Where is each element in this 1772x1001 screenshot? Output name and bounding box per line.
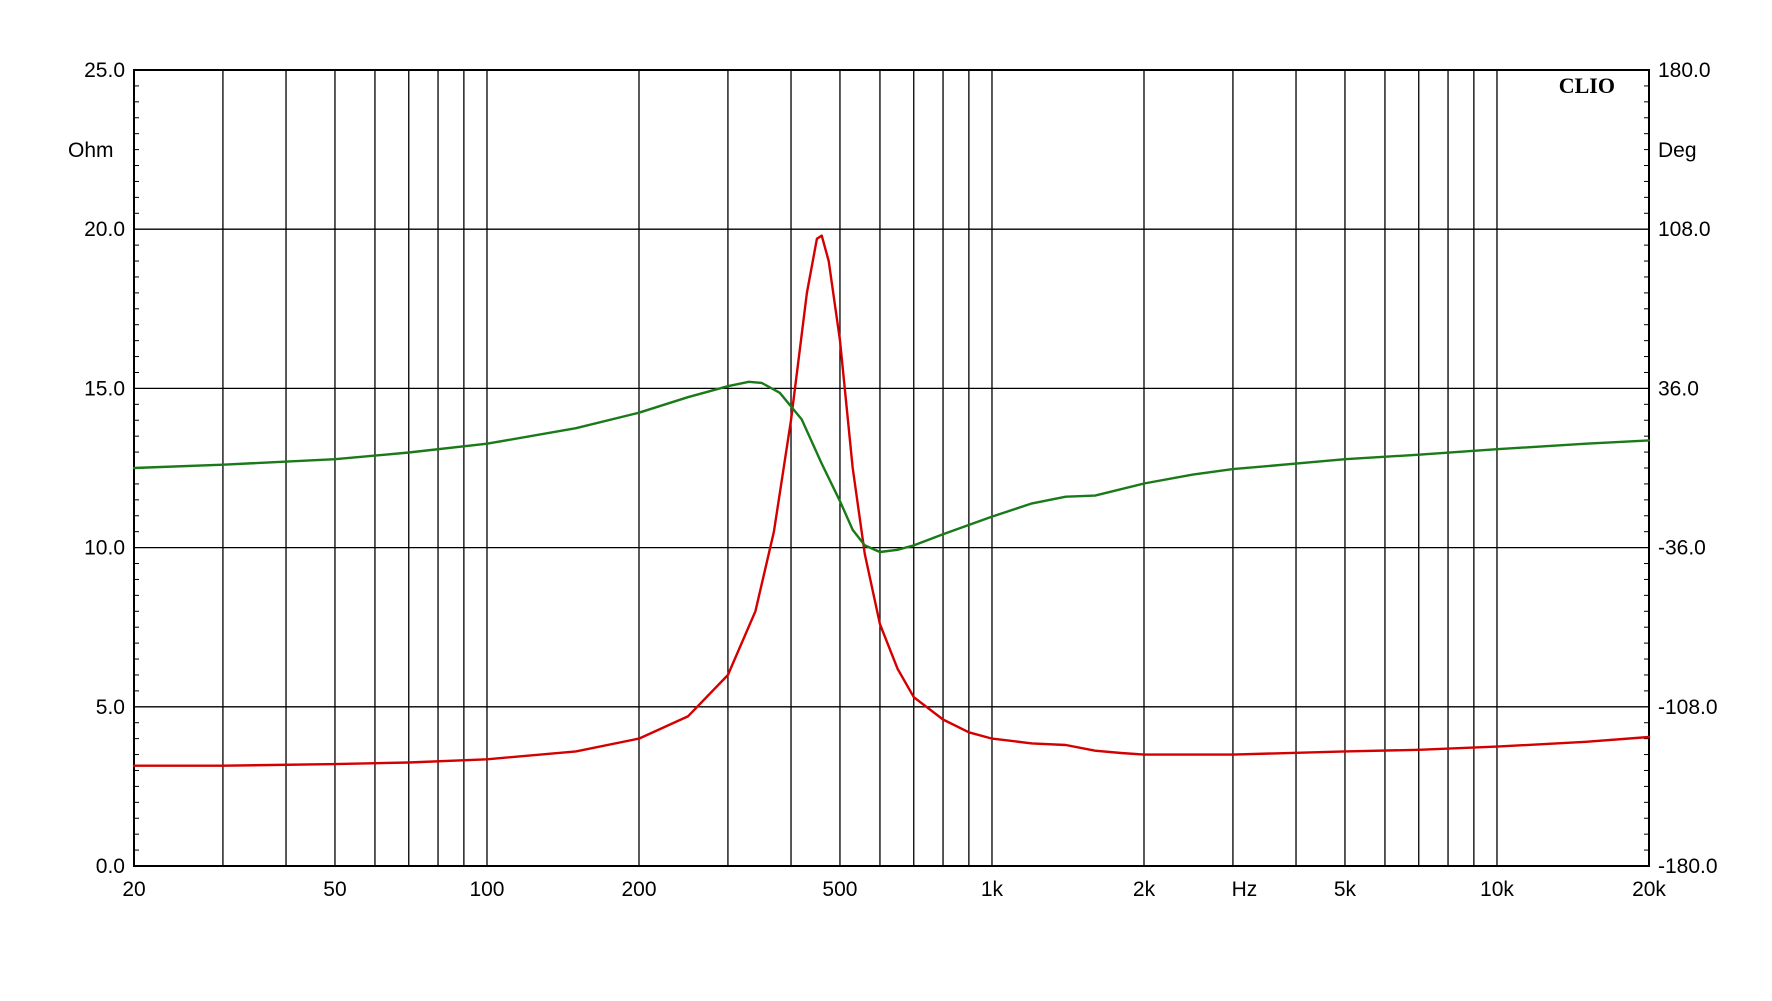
grid-minor [134,85,1649,851]
y-right-tick-label: -108.0 [1658,696,1718,719]
x-tick-label: 1k [981,878,1004,901]
x-tick-label: 50 [323,878,346,901]
y-left-tick-label: 0.0 [96,855,125,878]
y-right-tick-label: 108.0 [1658,218,1711,241]
y-left-tick-label: 10.0 [84,537,125,560]
y-left-unit-label: Ohm [68,139,114,162]
x-tick-label: 5k [1334,878,1357,901]
phase-curve [132,380,1651,554]
y-left-tick-label: 20.0 [84,218,125,241]
y-left-tick-label: 5.0 [96,696,125,719]
y-right-tick-label: 36.0 [1658,377,1699,400]
y-right-tick-label: -180.0 [1658,855,1718,878]
y-left-tick-label: 15.0 [84,377,125,400]
x-tick-label: 100 [469,878,504,901]
y-right-tick-label: -36.0 [1658,537,1706,560]
tick-labels: 20 50 100 200 500 1k 2k 5k 10k 20k 0.0 5.0 10.0 15.0 2… [84,59,1717,901]
impedance-curve [132,234,1651,767]
x-tick-label: 20k [1632,878,1666,901]
x-unit-label: Hz [1232,878,1258,901]
curves [132,234,1651,767]
x-tick-label: 20 [122,878,145,901]
y-right-tick-label: 180.0 [1658,59,1711,82]
grid-major [134,70,1649,866]
x-tick-label: 200 [621,878,656,901]
y-right-unit-label: Deg [1658,139,1697,162]
x-tick-label: 10k [1480,878,1514,901]
x-tick-label: 500 [822,878,857,901]
y-left-tick-label: 25.0 [84,59,125,82]
x-tick-label: 2k [1133,878,1156,901]
plot-frame [133,69,1650,867]
brand-label: CLIO [1559,73,1615,98]
